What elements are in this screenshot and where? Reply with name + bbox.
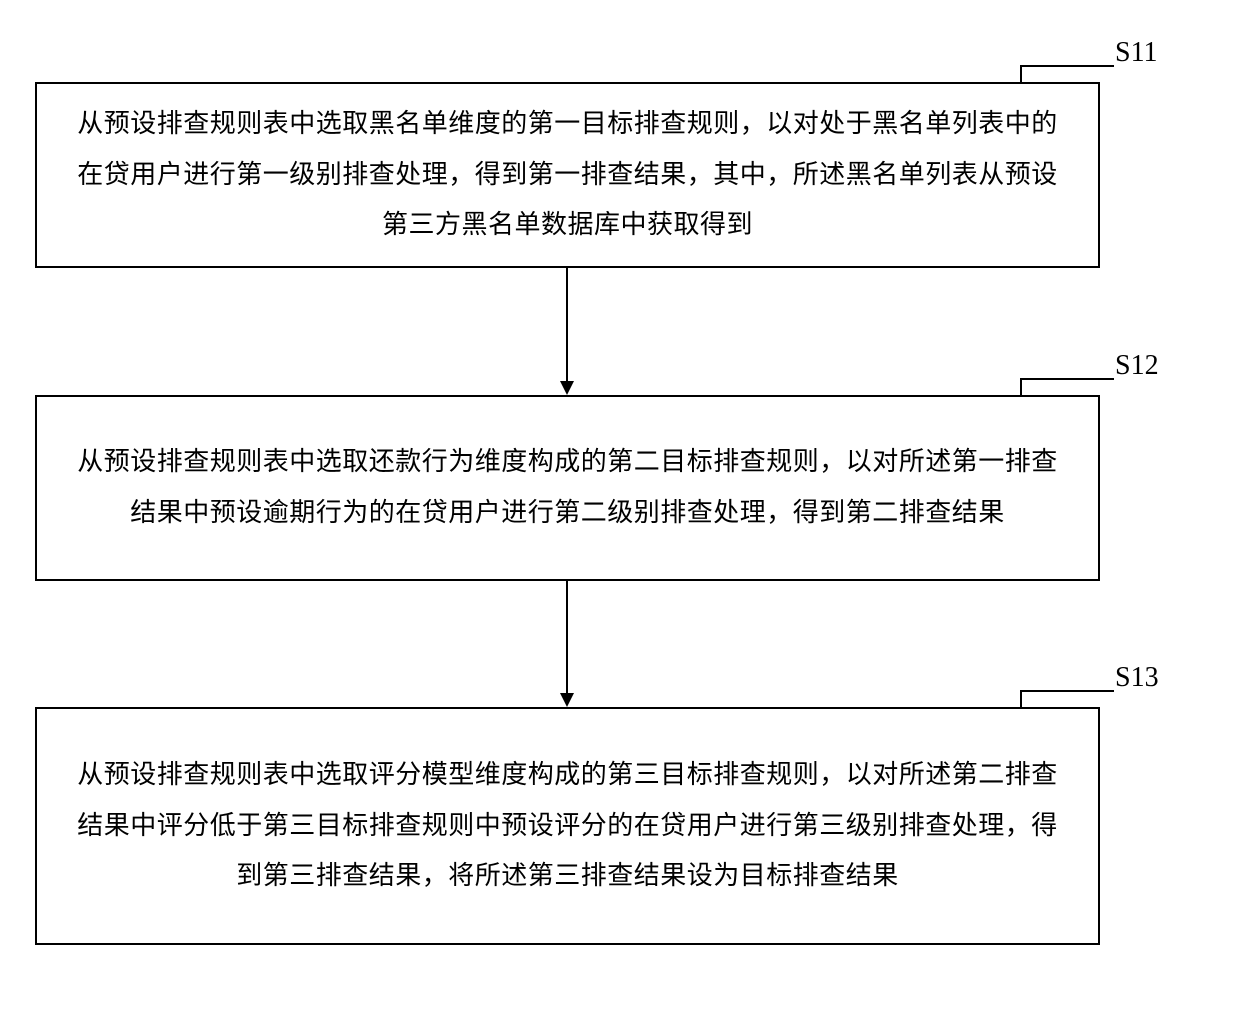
leader-line-h-s11 <box>1020 65 1114 67</box>
leader-line-v-s12 <box>1020 378 1022 395</box>
step-label-s11: S11 <box>1115 37 1158 69</box>
arrow-head-2 <box>560 693 574 707</box>
arrow-line-1 <box>566 268 568 381</box>
node-text-s13: 从预设排查规则表中选取评分模型维度构成的第三目标排查规则，以对所述第二排查结果中… <box>67 750 1068 902</box>
flowchart-container: S11 从预设排查规则表中选取黑名单维度的第一目标排查规则，以对处于黑名单列表中… <box>0 0 1240 1016</box>
label-text: S13 <box>1115 662 1159 693</box>
step-label-s13: S13 <box>1115 662 1159 694</box>
node-text-s11: 从预设排查规则表中选取黑名单维度的第一目标排查规则，以对处于黑名单列表中的在贷用… <box>67 99 1068 251</box>
arrow-line-2 <box>566 581 568 693</box>
arrow-head-1 <box>560 381 574 395</box>
label-text: S12 <box>1115 350 1159 381</box>
step-label-s12: S12 <box>1115 350 1159 382</box>
node-text-s12: 从预设排查规则表中选取还款行为维度构成的第二目标排查规则，以对所述第一排查结果中… <box>67 437 1068 538</box>
leader-line-v-s13 <box>1020 690 1022 707</box>
flowchart-node-s11: 从预设排查规则表中选取黑名单维度的第一目标排查规则，以对处于黑名单列表中的在贷用… <box>35 82 1100 268</box>
flowchart-node-s13: 从预设排查规则表中选取评分模型维度构成的第三目标排查规则，以对所述第二排查结果中… <box>35 707 1100 945</box>
label-text: S11 <box>1115 37 1158 68</box>
leader-line-v-s11 <box>1020 65 1022 82</box>
flowchart-node-s12: 从预设排查规则表中选取还款行为维度构成的第二目标排查规则，以对所述第一排查结果中… <box>35 395 1100 581</box>
leader-line-h-s12 <box>1020 378 1114 380</box>
leader-line-h-s13 <box>1020 690 1114 692</box>
